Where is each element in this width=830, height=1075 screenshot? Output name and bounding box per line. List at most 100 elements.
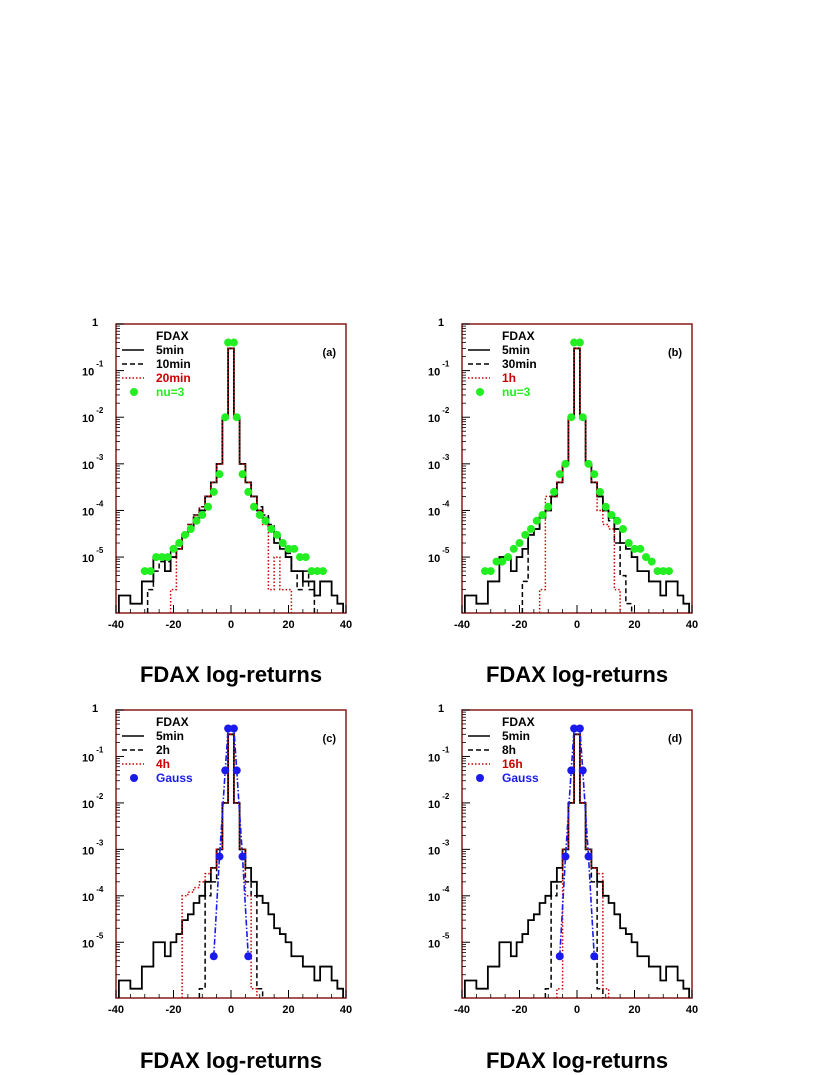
x-tick-label: -20: [166, 1004, 182, 1016]
y-tick-label: 1: [92, 703, 98, 715]
series-nu-3-point: [313, 567, 322, 576]
legend-title: FDAX: [156, 329, 189, 343]
y-tick-exp: -1: [96, 745, 104, 754]
y-tick-label: 10-3: [82, 453, 104, 472]
y-tick-exp: -1: [96, 360, 104, 369]
chart-panel-d: 110-110-210-310-410-5-40 -20 0 20 40FDAX5min…: [428, 703, 698, 1073]
series-nu-3-point: [590, 470, 599, 479]
panel-label: (b): [668, 347, 682, 359]
series-gauss-point: [578, 766, 587, 775]
x-tick-label: -40: [454, 1004, 470, 1016]
x-tick-label: -20: [512, 619, 528, 631]
legend-title: FDAX: [502, 715, 535, 729]
series-nu-3-point: [192, 516, 201, 525]
y-tick-base: 10: [428, 799, 440, 811]
series-gauss-curve: [212, 727, 250, 957]
series-nu-3-point: [567, 413, 576, 422]
series-nu-3-point: [301, 553, 310, 562]
series-5min-histogram: [117, 733, 345, 998]
series-nu-3-point: [636, 544, 645, 553]
legend-5min-label: 5min: [502, 729, 530, 743]
y-tick-base: 10: [82, 752, 94, 764]
y-tick-exp: -3: [96, 838, 104, 847]
legend-nu-3-label: nu=3: [502, 385, 531, 399]
legend-gauss-marker: [476, 774, 484, 782]
chart-panel-b: 110-110-210-310-410-5-40 -20 0 20 40FDAX5min…: [428, 317, 698, 687]
legend-nu-3-marker: [130, 388, 138, 396]
series-nu-3-point: [521, 530, 530, 539]
y-tick-exp: -3: [442, 453, 450, 462]
series-nu-3-point: [232, 413, 241, 422]
legend-nu-3-label: nu=3: [156, 385, 185, 399]
y-tick-base: 10: [428, 938, 440, 950]
series-nu-3-point: [601, 502, 610, 511]
series-gauss-point: [567, 766, 576, 775]
y-tick-exp: -1: [442, 745, 450, 754]
x-tick-label: 20: [282, 1004, 294, 1016]
panel-label: (c): [323, 733, 337, 745]
series-nu-3-point: [319, 567, 327, 576]
y-tick-base: 10: [82, 799, 94, 811]
y-tick-label: 10-2: [82, 792, 104, 811]
series-nu-3-point: [290, 544, 299, 553]
series-nu-3-point: [515, 539, 524, 548]
legend-gauss-marker: [130, 774, 138, 782]
legend-20min-label: 20min: [156, 371, 191, 385]
y-tick-exp: -2: [442, 406, 450, 415]
chart-panel-a: 110-110-210-310-410-5-40 -20 0 20 40FDAX5min…: [82, 317, 352, 687]
series-nu-3-point: [532, 516, 541, 525]
series-nu-3-point: [584, 459, 593, 468]
series-nu-3-point: [492, 557, 501, 566]
series-nu-3-point: [296, 553, 304, 562]
series-nu-3-point: [267, 525, 276, 534]
series-nu-3-point: [578, 413, 587, 422]
legend-2h-label: 2h: [156, 743, 170, 757]
y-tick-base: 1: [92, 317, 98, 329]
x-tick-label: -40: [454, 619, 470, 631]
plot-area: [463, 724, 691, 998]
x-axis-title: FDAX log-returns: [140, 662, 322, 687]
y-tick-base: 10: [428, 553, 440, 565]
y-tick-base: 1: [438, 703, 444, 715]
y-tick-exp: -4: [442, 499, 450, 508]
y-tick-exp: -3: [442, 838, 450, 847]
x-tick-label: 20: [628, 619, 640, 631]
plot-frame: [115, 709, 347, 999]
series-nu-3-point: [619, 525, 627, 534]
series-1h-histogram: [538, 347, 621, 613]
y-tick-label: 10-2: [428, 792, 450, 811]
y-tick-label: 10-5: [82, 546, 104, 565]
y-tick-base: 1: [438, 317, 444, 329]
series-gauss-point: [570, 724, 579, 733]
y-tick-label: 10-5: [428, 931, 450, 950]
series-nu-3-point: [186, 525, 195, 534]
series-gauss-point: [238, 852, 247, 861]
plot-area: [463, 338, 691, 613]
y-tick-label: 10-1: [428, 360, 450, 379]
x-tick-label: 0: [574, 619, 580, 631]
series-nu-3-point: [575, 338, 584, 347]
series-nu-3-point: [607, 510, 616, 519]
series-gauss-point: [221, 766, 230, 775]
y-tick-exp: -5: [442, 546, 450, 555]
y-tick-label: 1: [438, 703, 444, 715]
series-gauss-point: [229, 724, 238, 733]
panel-label: (a): [323, 347, 337, 359]
series-nu-3-point: [642, 553, 650, 562]
series-nu-3-point: [140, 567, 149, 576]
series-nu-3-point: [152, 553, 161, 562]
x-tick-label: -20: [512, 1004, 528, 1016]
y-tick-base: 10: [82, 938, 94, 950]
series-gauss-point: [215, 852, 224, 861]
series-nu-3-point: [624, 539, 633, 548]
y-tick-label: 10-1: [428, 745, 450, 764]
series-20min-histogram: [169, 347, 293, 613]
y-tick-label: 1: [438, 317, 444, 329]
legend-title: FDAX: [502, 329, 535, 343]
y-tick-label: 10-4: [428, 499, 450, 518]
legend-4h-label: 4h: [156, 757, 170, 771]
y-tick-label: 10-2: [428, 406, 450, 425]
y-tick-exp: -4: [96, 499, 104, 508]
y-tick-base: 10: [82, 553, 94, 565]
series-nu-3-point: [204, 502, 212, 511]
